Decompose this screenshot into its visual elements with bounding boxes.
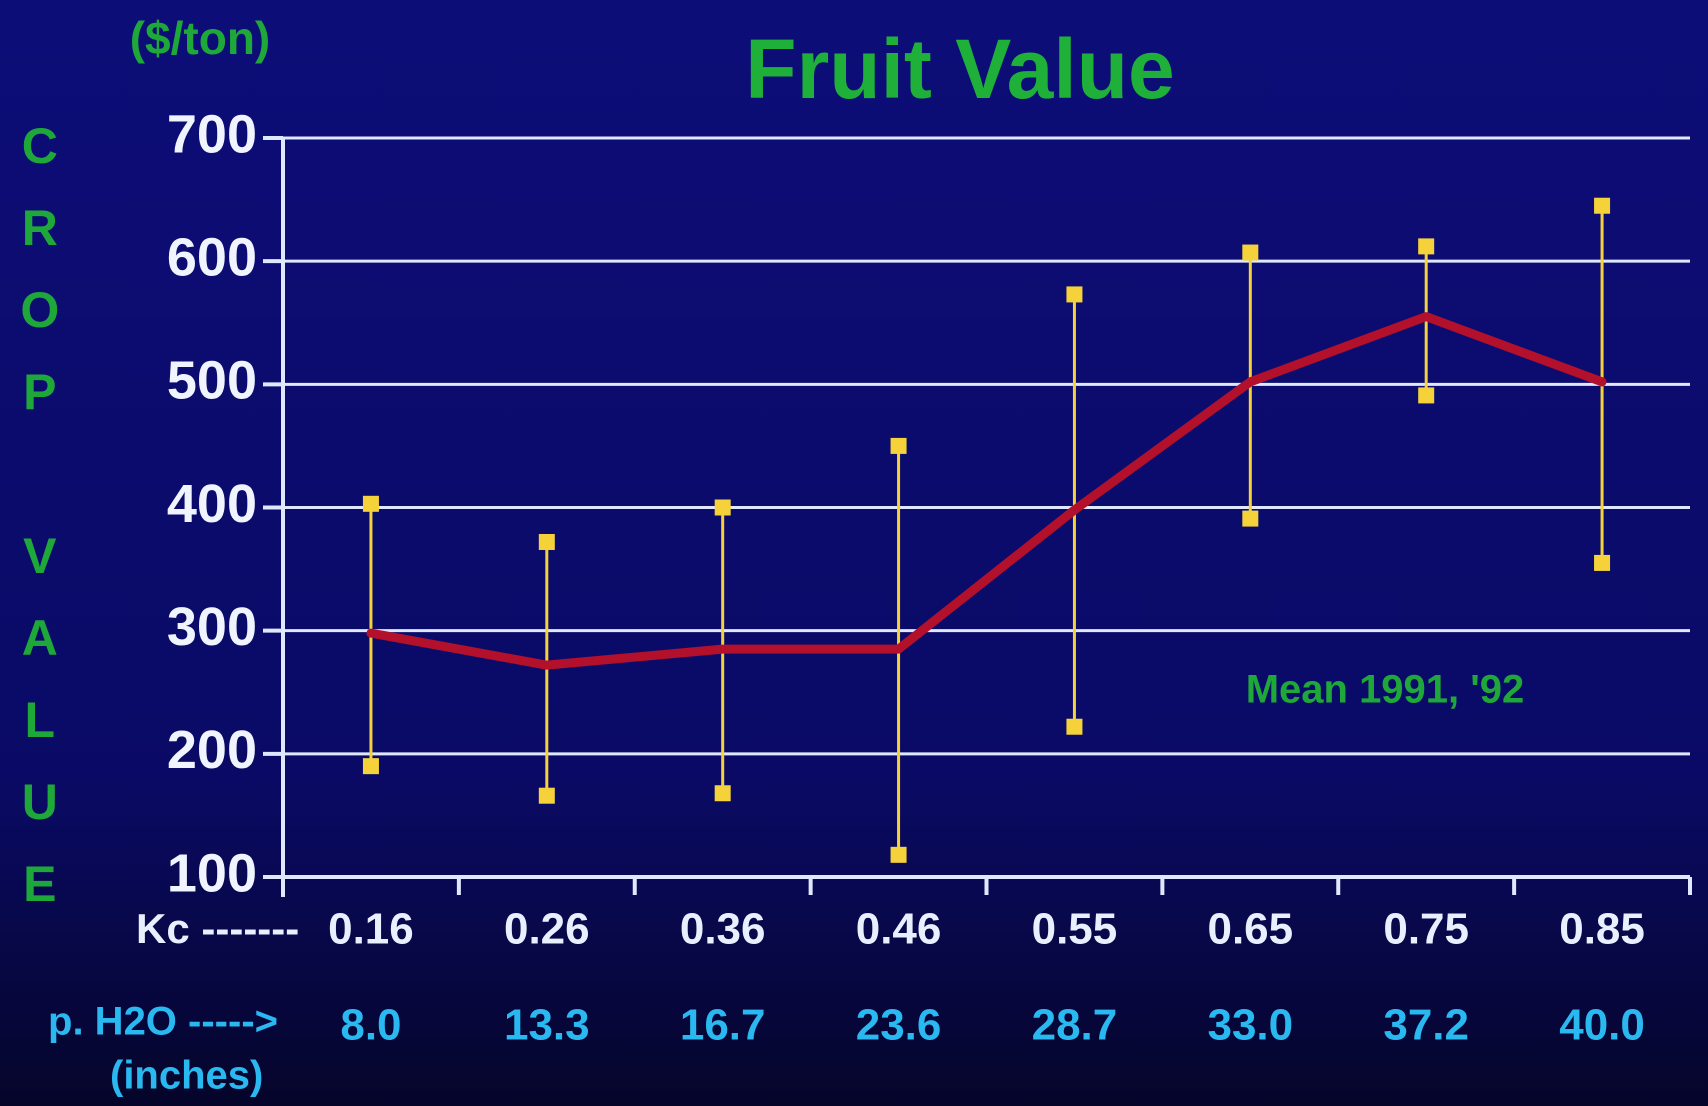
annotation: Mean 1991, '92 <box>1246 668 1525 712</box>
y-tick-label: 500 <box>167 351 257 411</box>
x2-unit: (inches) <box>110 1054 263 1098</box>
error-cap-high <box>1066 286 1083 303</box>
y-tick-label: 200 <box>167 720 257 780</box>
error-cap-low <box>714 785 731 802</box>
error-cap-low <box>538 787 555 804</box>
x2-tick-label: 23.6 <box>856 1001 942 1050</box>
x2-tick-label: 40.0 <box>1559 1001 1645 1050</box>
x2-tick-label: 16.7 <box>680 1001 766 1050</box>
x-tick-label: 0.55 <box>1032 905 1118 954</box>
error-cap-high <box>538 533 555 550</box>
y-tick-label: 700 <box>167 104 257 164</box>
x-tick-label: 0.75 <box>1383 905 1469 954</box>
x2-tick-label: 8.0 <box>340 1001 401 1050</box>
error-cap-low <box>890 846 907 863</box>
x-tick-label: 0.85 <box>1559 905 1645 954</box>
y-tick-label: 600 <box>167 227 257 287</box>
error-cap-low <box>362 758 379 775</box>
error-cap-low <box>1418 387 1435 404</box>
x-tick-label: 0.26 <box>504 905 590 954</box>
y-tick-label: 300 <box>167 597 257 657</box>
x2-tick-label: 33.0 <box>1207 1001 1293 1050</box>
chart-title: Fruit Value <box>745 22 1174 116</box>
x-tick-label: 0.65 <box>1207 905 1293 954</box>
x-axis-label: Kc ------- <box>136 905 299 952</box>
error-cap-low <box>1066 718 1083 735</box>
x2-axis-label: p. H2O -----> <box>48 1000 278 1044</box>
error-cap-high <box>890 437 907 454</box>
x-tick-label: 0.46 <box>856 905 942 954</box>
error-cap-high <box>714 499 731 516</box>
error-cap-high <box>1242 244 1259 261</box>
y-tick-label: 100 <box>167 843 257 903</box>
x2-tick-label: 37.2 <box>1383 1001 1469 1050</box>
error-cap-high <box>1594 197 1611 214</box>
mean-line <box>366 312 1607 670</box>
y-tick-label: 400 <box>167 474 257 534</box>
y-axis-label: CROP VALUE <box>12 118 68 938</box>
error-cap-low <box>1242 510 1259 527</box>
error-cap-high <box>362 495 379 512</box>
x2-tick-label: 28.7 <box>1032 1001 1118 1050</box>
x-tick-label: 0.16 <box>328 905 414 954</box>
x-tick-label: 0.36 <box>680 905 766 954</box>
y-unit: ($/ton) <box>130 12 271 64</box>
error-cap-low <box>1594 554 1611 571</box>
error-cap-high <box>1418 238 1435 255</box>
x2-tick-label: 13.3 <box>504 1001 590 1050</box>
